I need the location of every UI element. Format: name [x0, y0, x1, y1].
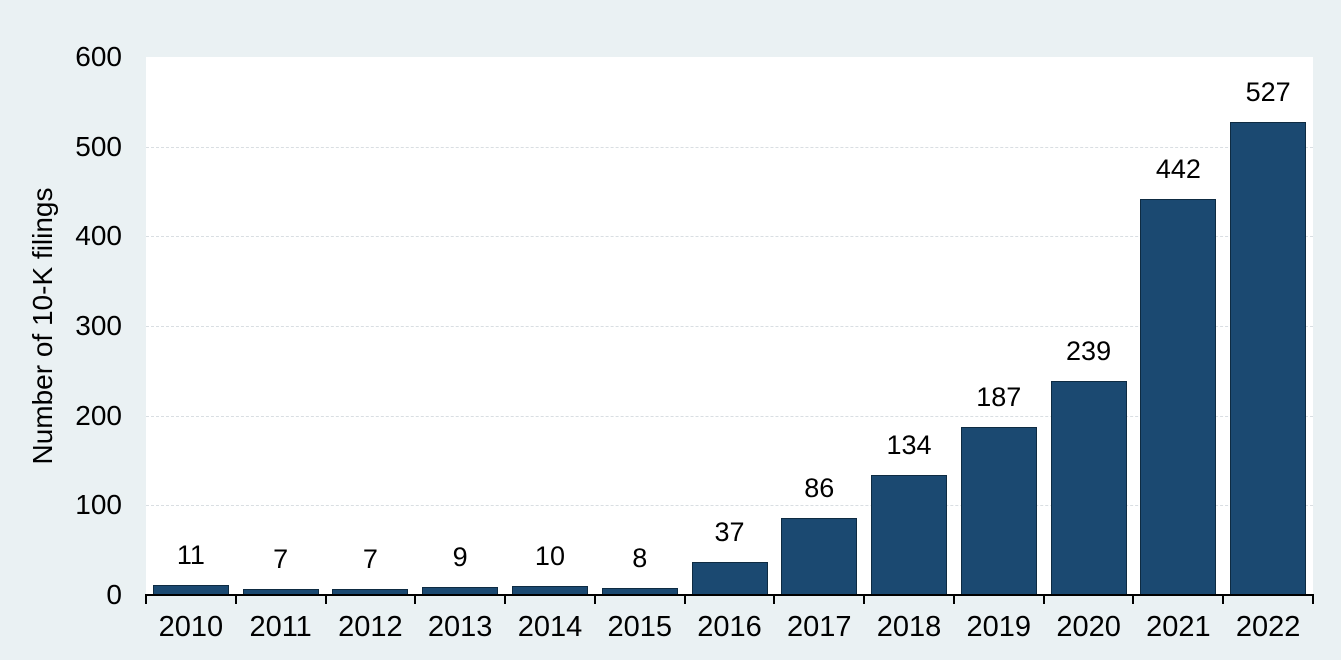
x-axis-tick [324, 594, 327, 604]
y-tick-label: 500 [75, 130, 122, 162]
bar-value-label: 8 [632, 542, 648, 573]
bar-value-label: 9 [452, 541, 468, 572]
bar [1050, 380, 1127, 595]
x-axis-line [145, 594, 1314, 596]
x-axis-tick [1132, 594, 1135, 604]
y-gridline [146, 326, 1313, 327]
x-tick-label: 2018 [876, 611, 942, 643]
x-axis-tick [952, 594, 955, 604]
bar [871, 474, 948, 595]
x-tick-label: 2015 [607, 611, 672, 643]
x-tick-label: 2016 [697, 611, 762, 643]
y-gridline [146, 505, 1313, 507]
x-axis-tick [414, 594, 417, 604]
bar-value-label: 37 [714, 516, 745, 547]
x-axis-tick [1222, 594, 1225, 604]
x-tick-label: 2011 [249, 611, 312, 643]
x-tick-label: 2013 [427, 611, 493, 643]
y-gridline [146, 236, 1313, 238]
x-tick-label: 2021 [1146, 611, 1211, 643]
y-tick-label: 400 [75, 220, 122, 252]
bar [1230, 122, 1307, 595]
bar-value-label: 527 [1245, 77, 1291, 108]
x-axis-tick [773, 594, 776, 604]
y-tick-label: 100 [75, 489, 122, 521]
bar-value-label: 86 [804, 472, 835, 503]
y-tick-label: 200 [75, 399, 122, 431]
x-axis-tick [145, 594, 147, 604]
bar-value-label: 11 [176, 540, 205, 571]
plot-area [146, 57, 1313, 595]
bar [1140, 198, 1217, 595]
bar-value-label: 7 [273, 543, 289, 574]
x-tick-label: 2020 [1056, 611, 1121, 643]
bar-value-label: 187 [976, 382, 1022, 413]
bar-value-label: 134 [886, 429, 932, 460]
bar-value-label: 442 [1155, 153, 1201, 184]
x-axis-tick [593, 594, 596, 604]
bar [960, 427, 1037, 595]
bar [691, 561, 768, 595]
x-axis-tick [504, 594, 507, 604]
y-gridline [146, 415, 1313, 417]
x-tick-label: 2012 [338, 611, 403, 643]
bar-value-label: 239 [1066, 335, 1112, 366]
x-tick-label: 2014 [517, 611, 583, 643]
bar-value-label: 10 [534, 541, 565, 572]
x-tick-label: 2010 [158, 611, 224, 643]
x-axis-tick [1312, 594, 1314, 604]
y-tick-label: 600 [75, 41, 122, 72]
y-tick-label: 0 [106, 579, 122, 610]
y-tick-label: 300 [75, 310, 122, 341]
x-axis-tick [683, 594, 686, 604]
x-axis-tick [234, 594, 237, 604]
x-axis-tick [863, 594, 866, 604]
x-tick-label: 2022 [1235, 611, 1301, 643]
x-axis-tick [1042, 594, 1045, 604]
x-tick-label: 2019 [966, 611, 1032, 643]
bar [781, 517, 858, 595]
x-tick-label: 2017 [787, 611, 852, 643]
y-gridline [146, 146, 1313, 148]
bar-value-label: 7 [362, 543, 378, 574]
